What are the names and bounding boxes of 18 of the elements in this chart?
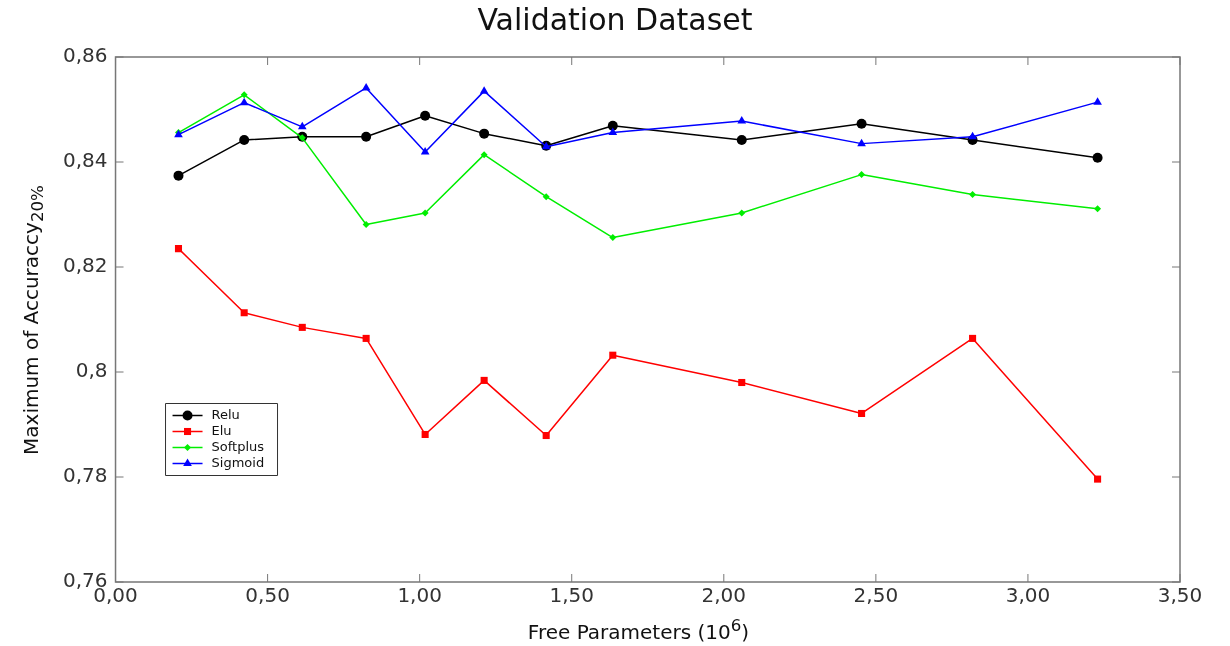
x-axis-title: Free Parameters (10$^{6}$) xyxy=(526,616,751,644)
x-tick-label: 1,00 xyxy=(397,583,442,608)
chart-title: Validation Dataset xyxy=(476,2,754,37)
legend-label: Softplus xyxy=(211,438,265,454)
y-tick-label: 0,86 xyxy=(63,43,108,68)
legend-label: Relu xyxy=(211,406,240,422)
x-tick-label: 2,50 xyxy=(853,583,899,608)
y-tick-label: 0,8 xyxy=(75,358,108,383)
x-tick-label: 1,50 xyxy=(549,583,594,608)
y-tick-label: 0,82 xyxy=(63,253,108,278)
legend-label: Sigmoid xyxy=(211,454,265,470)
x-tick-label: 3,50 xyxy=(1157,583,1203,608)
legend-label: Elu xyxy=(211,422,232,438)
x-tick-label: 2,00 xyxy=(701,583,747,608)
y-tick-label: 0,84 xyxy=(63,148,108,173)
x-tick-label: 3,00 xyxy=(1005,583,1051,608)
x-tick-label: 0,50 xyxy=(245,583,290,608)
y-tick-label: 0,78 xyxy=(63,463,108,488)
